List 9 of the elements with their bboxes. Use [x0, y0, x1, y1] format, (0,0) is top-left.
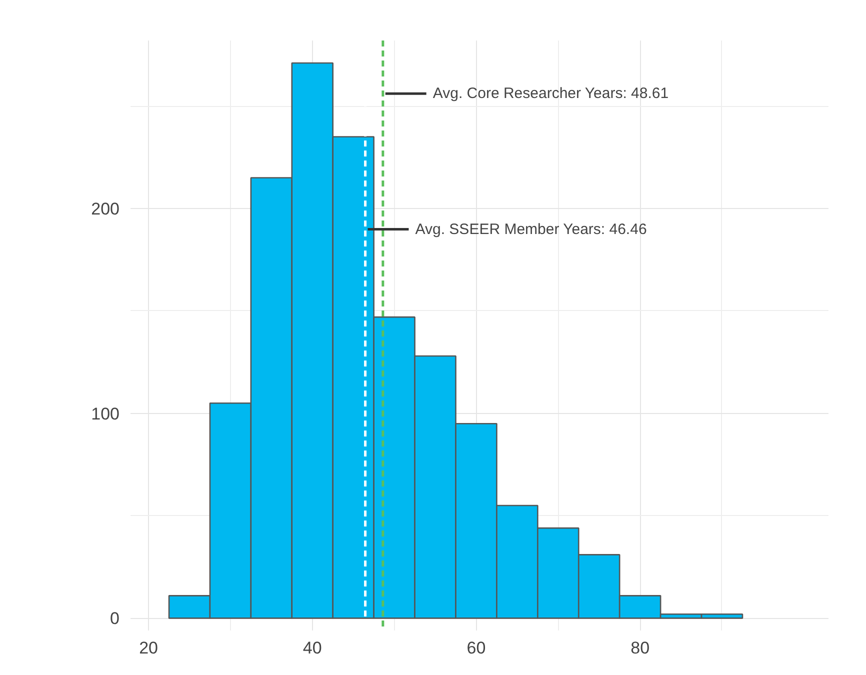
- y-tick-label: 200: [91, 199, 120, 218]
- ref-line-label: Avg. SSEER Member Years: 46.46: [415, 220, 647, 238]
- x-tick-label: 20: [139, 638, 158, 658]
- x-tick-label: 60: [466, 638, 486, 658]
- y-tick-label: 0: [110, 609, 120, 628]
- x-tick-label: 40: [302, 638, 322, 658]
- ref-line-label: Avg. Core Researcher Years: 48.61: [432, 85, 669, 102]
- y-tick-label: 100: [91, 404, 120, 424]
- x-tick-label: 80: [630, 638, 650, 658]
